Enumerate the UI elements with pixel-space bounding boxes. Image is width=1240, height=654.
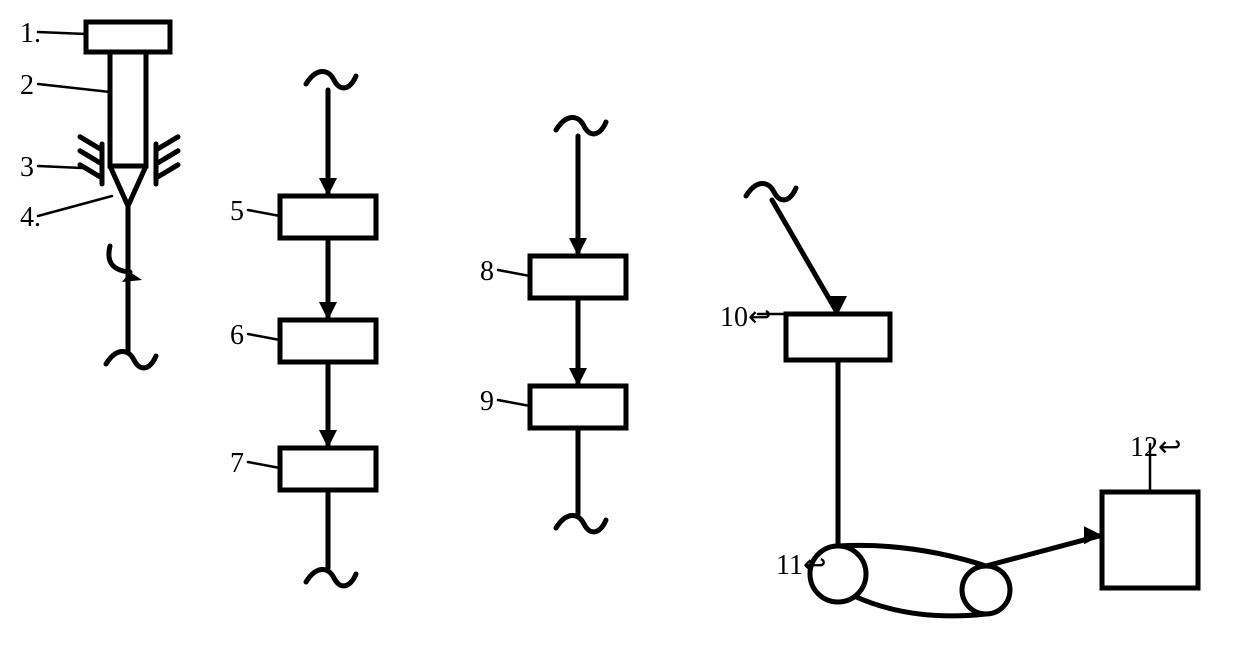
label-l12: 12↩ [1130,430,1181,464]
label-l8: 8 [480,256,494,288]
label-l10: 10↩ [720,300,771,334]
label-l11: 11↩ [776,548,826,582]
label-l1: 1. [20,18,41,50]
label-l5: 5 [230,196,244,228]
label-l4: 4. [20,202,41,234]
label-l6: 6 [230,320,244,352]
label-l7: 7 [230,448,244,480]
label-l9: 9 [480,386,494,418]
process-diagram [0,0,1240,654]
label-l3: 3 [20,152,34,184]
label-l2: 2 [20,70,34,102]
